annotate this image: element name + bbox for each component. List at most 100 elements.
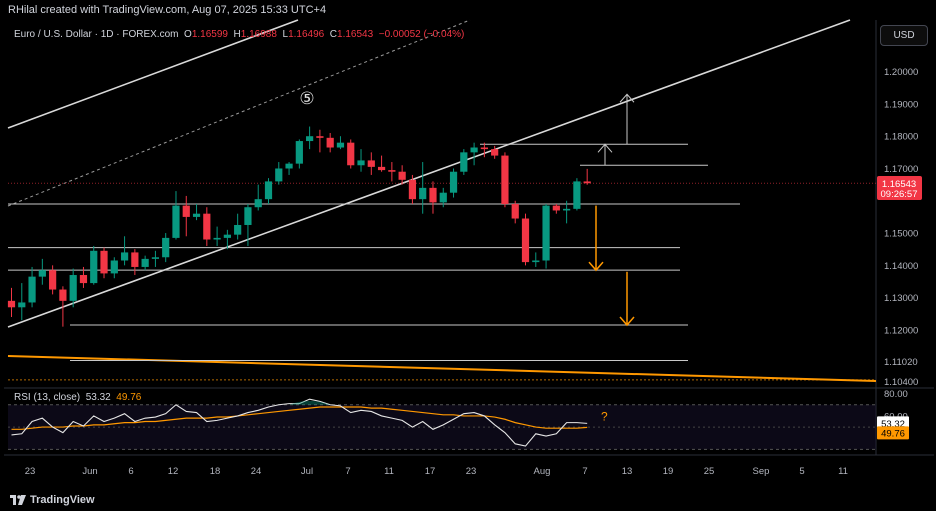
time-tick-label: 23 (25, 466, 36, 477)
channel-upper-line (7, 19, 299, 129)
rsi-value-tag-text: 53.32 (881, 419, 905, 430)
rsi-label[interactable]: RSI (13, close) (14, 392, 81, 403)
price-tick-label: 1.20000 (884, 67, 918, 78)
rsi-line (11, 398, 588, 447)
candle-body (480, 147, 488, 150)
channel-lower-line (7, 19, 851, 328)
time-tick-label: 11 (838, 466, 848, 477)
price-tick-label: 1.18000 (884, 132, 918, 143)
candle-body (583, 181, 591, 184)
time-tick-label: 25 (704, 466, 715, 477)
rsi-ma-line (11, 406, 588, 430)
candle-body (552, 205, 560, 211)
candle-body (90, 250, 98, 284)
orange-trendline (7, 355, 877, 382)
candle-body (306, 136, 314, 142)
rsi-tick-label: 80.00 (884, 389, 908, 400)
high-value: 1.16988 (240, 29, 277, 40)
open-label: O (184, 29, 192, 40)
candle-body (367, 160, 375, 167)
candle-body (501, 155, 509, 204)
time-tick-label: 17 (425, 466, 436, 477)
rsi-ma-tag-text: 49.76 (881, 428, 905, 439)
candle-body (7, 300, 16, 308)
rsi-value: 53.32 (85, 392, 111, 403)
candle-body (172, 205, 180, 238)
tradingview-brand[interactable]: TradingView (10, 494, 95, 506)
time-tick-label: Sep (753, 466, 770, 477)
candle-body (182, 205, 190, 217)
time-tick-label: 13 (622, 466, 633, 477)
candle-body (408, 179, 417, 200)
current-price-value: 1.16543 (882, 179, 916, 190)
time-tick-label: 6 (128, 466, 133, 477)
candle-body (460, 152, 468, 172)
currency-button[interactable]: USD (880, 25, 928, 46)
time-tick-label: 18 (210, 466, 221, 477)
up-arrow-large (619, 93, 635, 145)
candle-body (295, 141, 303, 164)
candle-body (336, 142, 345, 148)
time-tick-label: 24 (251, 466, 262, 477)
time-tick-label: Aug (534, 466, 551, 477)
rsi-ma-tag (877, 426, 909, 440)
chart-frame (4, 20, 934, 488)
price-tick-label: 1.10400 (884, 377, 918, 388)
candle-body (28, 276, 36, 303)
candle-body (449, 171, 458, 193)
candle-body (131, 252, 139, 267)
price-tick-label: 1.15000 (884, 229, 918, 240)
candle-body (419, 187, 427, 200)
candle-body (234, 224, 242, 235)
candle-body (203, 213, 211, 240)
candle-body (357, 160, 365, 166)
rsi-legend: RSI (13, close) 53.32 49.76 (14, 392, 141, 403)
candle-body (285, 163, 293, 169)
candle-body (377, 166, 386, 171)
low-value: 1.16496 (288, 29, 325, 40)
down-arrow-orange-1 (588, 205, 604, 272)
low-label: L (282, 29, 289, 40)
wave-5-label: ⑤ (299, 89, 314, 109)
candle-body (49, 270, 57, 290)
candle-body (110, 260, 118, 274)
candle-body (511, 204, 519, 219)
symbol-name[interactable]: Euro / U.S. Dollar · 1D · FOREX.com (14, 29, 179, 40)
rsi-band (8, 404, 876, 450)
close-label: C (329, 29, 338, 40)
candle-body (38, 270, 46, 277)
candle-body (59, 289, 67, 301)
brand-name: TradingView (30, 494, 95, 506)
candle-body (398, 171, 406, 180)
time-tick-label: 11 (384, 466, 394, 477)
candle-body (264, 181, 273, 200)
time-tick-label: Jun (82, 466, 97, 477)
candle-body (223, 234, 231, 238)
open-value: 1.16599 (191, 29, 228, 40)
candle-body (521, 218, 530, 263)
rsi-overbought-fill (289, 400, 331, 405)
price-tick-label: 1.13000 (884, 293, 918, 304)
candle-body (192, 213, 201, 217)
candle-body (141, 258, 149, 267)
countdown-value: 09:26:57 (881, 189, 918, 200)
rsi-ma-value: 49.76 (116, 392, 142, 403)
time-tick-label: Jul (301, 466, 313, 477)
time-tick-label: 12 (168, 466, 179, 477)
candle-body (244, 207, 252, 225)
time-tick-label: 7 (345, 466, 350, 477)
current-price-tag (877, 176, 922, 200)
symbol-legend: Euro / U.S. Dollar · 1D · FOREX.com O1.1… (14, 29, 464, 40)
close-value: 1.16543 (337, 29, 374, 40)
candle-body (388, 170, 396, 172)
time-tick-label: 23 (466, 466, 477, 477)
candle-body (79, 275, 88, 284)
time-tick-label: 19 (663, 466, 674, 477)
price-tick-label: 1.19000 (884, 99, 918, 110)
created-caption: RHilal created with TradingView.com, Aug… (8, 4, 327, 16)
candle-body (254, 199, 262, 208)
change-value: −0.00052 (−0.04%) (378, 29, 465, 40)
candle-body (347, 142, 355, 166)
candle-body (151, 257, 160, 259)
